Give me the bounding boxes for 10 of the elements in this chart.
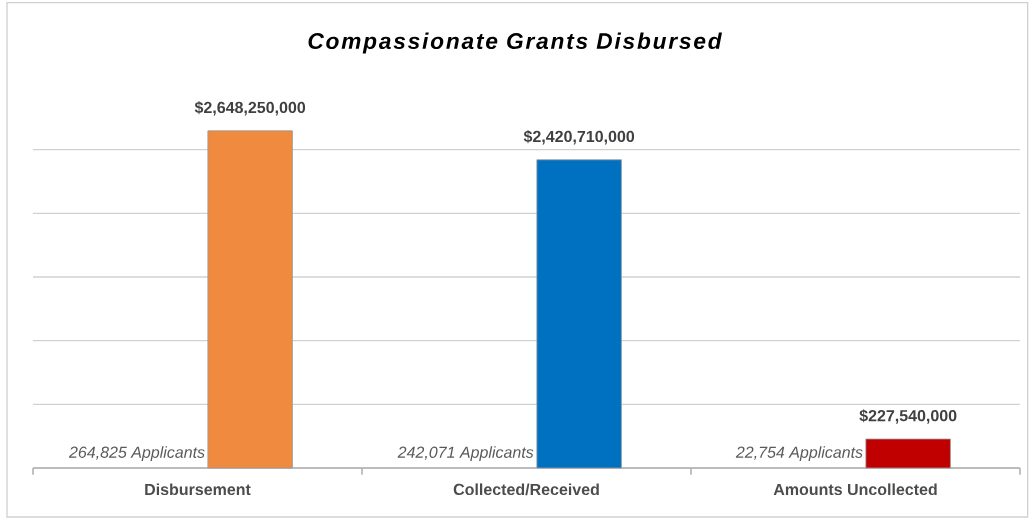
data-label: $227,540,000	[859, 409, 957, 424]
chart-title: Compassionate Grants Disbursed	[308, 32, 722, 54]
annotation: 264,825 Applicants	[68, 446, 205, 462]
x-tick-label: Disbursement	[145, 483, 251, 496]
x-tick-label: Collected/Received	[453, 483, 599, 496]
annotation: 242,071 Applicants	[397, 446, 534, 462]
annotation: 22,754 Applicants	[735, 446, 863, 462]
data-label: $2,420,710,000	[523, 130, 635, 145]
data-label: $2,648,250,000	[194, 101, 306, 116]
x-tick-label: Amounts Uncollected	[773, 483, 937, 496]
